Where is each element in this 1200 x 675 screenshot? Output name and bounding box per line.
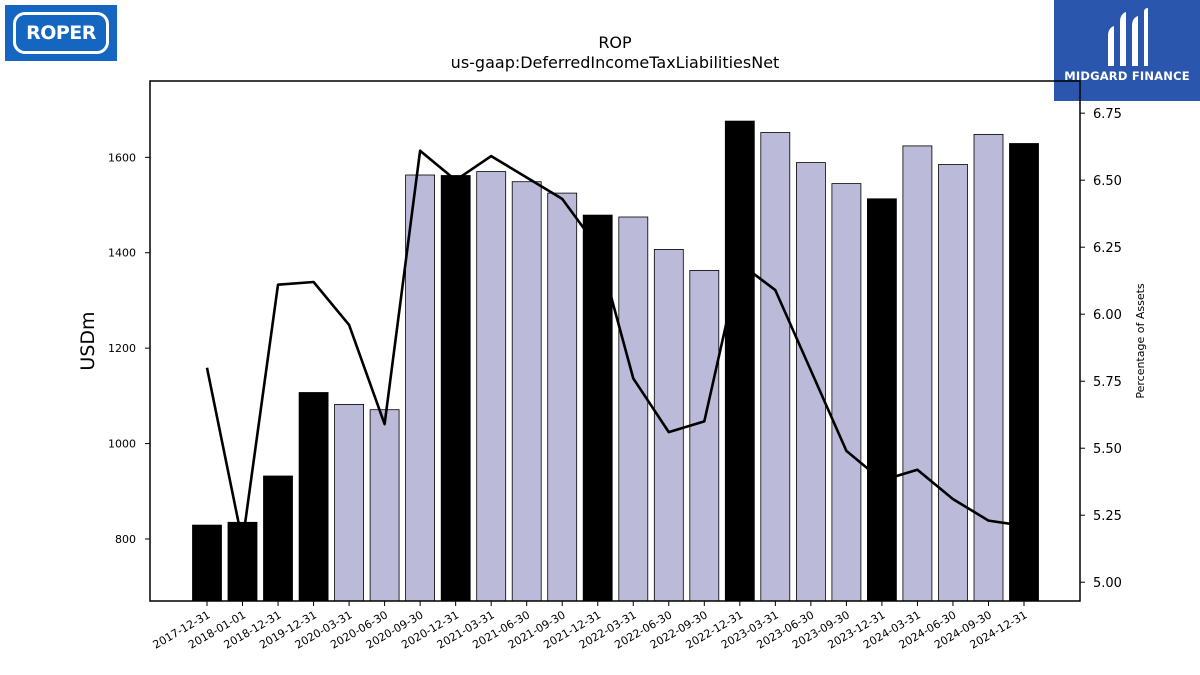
chart-title: ROP [598,33,632,52]
bar-2022-09-30 [689,269,720,602]
x-axis: 2017-12-312018-01-012018-12-312019-12-31… [151,601,1030,652]
y2-tick-label: 6.25 [1093,241,1122,256]
bar-2023-09-30 [831,183,862,602]
bar-2023-03-31 [760,132,791,602]
bar-2017-12-31 [192,524,222,602]
bar-2024-03-31 [902,145,933,602]
bar-2020-09-30 [405,174,436,602]
bar-2023-12-31 [867,198,897,602]
roper-logo: ROPER [5,5,117,61]
y2-tick-label: 5.25 [1093,509,1122,524]
line-series [205,149,1025,544]
y-axis-left: 800 1000 1200 1400 1600 [108,151,150,546]
midgard-mark-icon [1108,8,1148,66]
y2-tick-label: 6.50 [1093,174,1122,189]
bar-2023-06-30 [796,162,826,602]
percentage-of-assets-line [205,149,1025,544]
y2-tick-label: 6.00 [1093,308,1122,323]
y2-tick-label: 6.75 [1093,107,1122,122]
y-tick-label: 1200 [108,342,136,355]
y-tick-label: 1600 [108,151,136,164]
bar-2024-09-30 [973,133,1004,602]
y2-tick-label: 5.50 [1093,442,1122,457]
chart-subtitle: us-gaap:DeferredIncomeTaxLiabilitiesNet [451,53,780,72]
y2-tick-label: 5.00 [1093,576,1122,591]
midgard-finance-logo: MIDGARD FINANCE [1054,0,1200,101]
roper-logo-text: ROPER [13,12,109,54]
y-tick-label: 1000 [108,438,136,451]
bar-2021-06-30 [511,181,542,602]
bar-2021-12-31 [582,214,613,602]
bar-2019-12-31 [298,392,329,602]
bar-series [192,120,1039,602]
midgard-brand-text: MIDGARD FINANCE [1064,69,1190,83]
bar-2020-03-31 [334,403,365,602]
y-tick-label: 800 [115,533,136,546]
bar-2022-06-30 [653,248,684,602]
bar-2018-12-31 [263,475,293,602]
bar-2021-03-31 [476,171,507,602]
bar-2022-03-31 [618,216,649,602]
bar-2024-06-30 [938,164,968,602]
plot-frame [149,80,1081,602]
bar-2021-09-30 [547,192,578,602]
y-axis-title: USDm [77,311,99,370]
bar-2020-12-31 [440,175,471,602]
y-tick-label: 1400 [108,247,136,260]
y2-tick-label: 5.75 [1093,375,1122,390]
y-axis-right: 5.00 5.25 5.50 5.75 6.00 6.25 6.50 6.75 [1080,107,1122,591]
y2-axis-title: Percentage of Assets [1134,283,1147,399]
bar-2024-12-31 [1009,143,1039,602]
bar-2020-06-30 [369,409,400,602]
bar-2022-12-31 [724,120,755,602]
